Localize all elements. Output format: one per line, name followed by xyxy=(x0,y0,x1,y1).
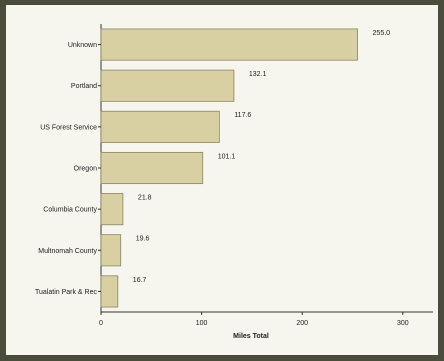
data-label: 16.7 xyxy=(133,277,147,284)
data-label: 132.1 xyxy=(249,71,267,78)
x-tick-label: 200 xyxy=(296,320,308,327)
bar xyxy=(100,275,119,308)
data-label: 21.8 xyxy=(138,195,152,202)
x-axis-title: Miles Total xyxy=(233,333,269,340)
category-label: Multnomah County xyxy=(38,248,97,255)
category-label: Unknown xyxy=(68,42,97,49)
bar xyxy=(100,151,204,185)
category-label: Portland xyxy=(71,83,97,90)
bar xyxy=(100,28,358,61)
data-label: 255.0 xyxy=(373,30,391,37)
x-tick-label: 100 xyxy=(196,320,208,327)
category-label: Columbia County xyxy=(43,207,97,214)
category-label: US Forest Service xyxy=(40,124,97,131)
x-tick-label: 300 xyxy=(397,320,409,327)
bar xyxy=(100,110,220,143)
bar xyxy=(100,69,235,102)
x-tick-label: 0 xyxy=(99,320,103,327)
bar xyxy=(100,234,122,267)
category-label: Tualatin Park & Rec xyxy=(35,289,97,296)
data-label: 101.1 xyxy=(218,153,236,160)
bar xyxy=(100,193,124,226)
category-label: Oregon xyxy=(74,166,97,173)
data-label: 117.6 xyxy=(234,112,251,119)
data-label: 19.6 xyxy=(136,236,150,243)
